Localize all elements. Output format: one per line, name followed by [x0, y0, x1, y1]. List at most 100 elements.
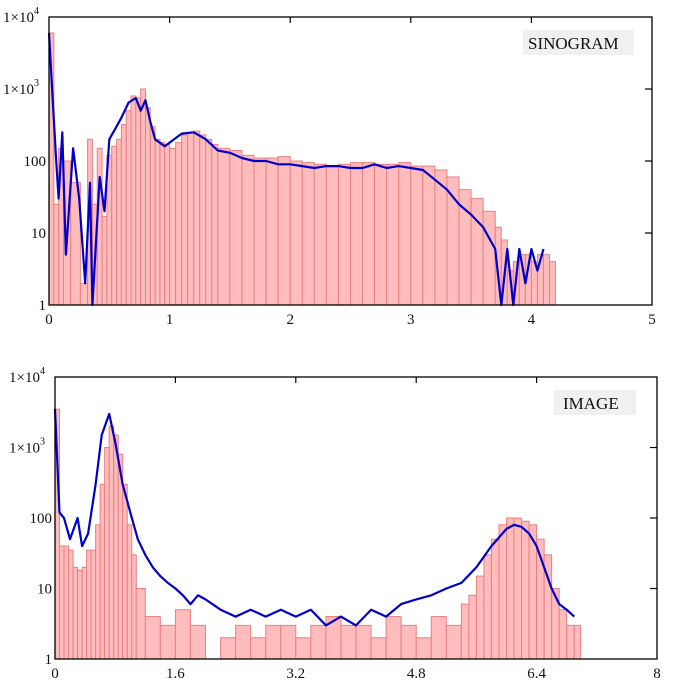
x-tick-label: 6.4 — [527, 666, 546, 682]
y-tick-label: 100 — [24, 154, 47, 170]
histogram-bar — [434, 169, 448, 306]
histogram-bar — [116, 138, 122, 306]
x-tick-label: 3.2 — [286, 666, 305, 682]
histogram-bar — [229, 149, 243, 306]
histogram-bar — [169, 147, 177, 306]
histogram-bar — [126, 524, 133, 660]
y-tick-label: 1 — [39, 298, 47, 314]
image-chart: 0 1.6 3.2 4.8 6.4 8 1 10 100 1×103 1×104 IMAGE — [0, 340, 682, 683]
x-tick-label: 5 — [648, 312, 656, 328]
histogram-bar — [253, 157, 267, 306]
histogram-bar — [374, 163, 388, 306]
histogram-bar — [310, 624, 327, 660]
histogram-bar — [250, 637, 267, 660]
histogram-bar — [265, 624, 282, 660]
x-tick-label: 1.6 — [166, 666, 185, 682]
sinogram-tick-marks — [169, 17, 652, 234]
y-tick-label: 100 — [30, 511, 53, 527]
histogram-bar — [205, 138, 213, 306]
histogram-bar — [104, 447, 110, 660]
histogram-bar — [385, 616, 402, 660]
histogram-bar — [135, 97, 142, 306]
sinogram-x-tick-labels: 0 1 2 3 4 5 — [45, 312, 656, 328]
histogram-bar — [422, 165, 436, 306]
histogram-bar — [189, 624, 206, 660]
histogram-bar — [542, 254, 550, 306]
image-curve — [53, 409, 575, 627]
histogram-bar — [86, 549, 92, 660]
histogram-bar — [460, 603, 470, 660]
histogram-bar — [337, 163, 352, 306]
histogram-bar — [551, 588, 560, 660]
histogram-bar — [521, 520, 530, 660]
sinogram-title: SINOGRAM — [528, 34, 619, 53]
histogram-bar — [386, 163, 400, 306]
histogram-bar — [211, 143, 219, 306]
histogram-bar — [149, 126, 156, 306]
histogram-bar — [548, 261, 556, 306]
image-histogram-bars — [54, 408, 582, 660]
histogram-bar — [101, 215, 108, 306]
histogram-bar — [99, 483, 106, 660]
y-tick-label: 1×104 — [3, 6, 39, 26]
x-tick-label: 4.8 — [407, 666, 426, 682]
histogram-bar — [113, 434, 119, 660]
histogram-bar — [506, 517, 515, 660]
histogram-bar — [77, 570, 83, 660]
sinogram-curve — [47, 32, 545, 307]
histogram-bar — [120, 124, 127, 306]
image-title-badge: IMAGE — [554, 390, 636, 415]
histogram-bar — [164, 143, 171, 306]
histogram-bar — [68, 549, 74, 660]
histogram-bar — [79, 282, 89, 306]
x-tick-label: 1 — [166, 312, 174, 328]
histogram-bar — [125, 110, 132, 306]
x-tick-label: 2 — [286, 312, 294, 328]
y-tick-label: 10 — [31, 226, 46, 242]
histogram-bar — [90, 549, 97, 660]
histogram-bar — [482, 210, 496, 306]
histogram-bar — [174, 609, 191, 660]
histogram-bar — [490, 538, 500, 660]
histogram-bar — [398, 162, 412, 306]
histogram-bar — [144, 107, 151, 306]
histogram-bar — [470, 198, 484, 306]
histogram-bar — [241, 154, 255, 306]
histogram-bar — [313, 163, 327, 306]
x-tick-label: 0 — [45, 312, 53, 328]
histogram-bar — [175, 142, 183, 306]
histogram-bar — [289, 160, 303, 306]
histogram-bar — [301, 162, 315, 306]
histogram-bar — [475, 575, 485, 660]
histogram-bar — [558, 609, 568, 660]
histogram-bar — [63, 545, 70, 660]
histogram-bar — [415, 637, 432, 660]
histogram-bar — [72, 566, 79, 660]
histogram-bar — [513, 517, 523, 660]
histogram-bar — [498, 524, 508, 660]
y-tick-label: 10 — [37, 582, 52, 598]
sinogram-y-tick-labels: 1 10 100 1×103 1×104 — [3, 6, 46, 314]
histogram-bar — [140, 88, 146, 306]
image-y-tick-labels: 1 10 100 1×103 1×104 — [9, 366, 52, 668]
histogram-bar — [400, 624, 417, 660]
histogram-bar — [53, 203, 60, 306]
histogram-bar — [483, 554, 492, 660]
histogram-bar — [573, 624, 582, 660]
histogram-bar — [111, 145, 118, 306]
histogram-bar — [131, 554, 137, 660]
histogram-bar — [95, 524, 101, 660]
y-tick-label: 1×103 — [3, 78, 39, 98]
histogram-bar — [277, 156, 291, 306]
histogram-bar — [181, 134, 189, 306]
x-tick-label: 3 — [407, 312, 415, 328]
histogram-bar — [217, 147, 231, 306]
histogram-bar — [193, 130, 201, 306]
histogram-bar — [362, 162, 376, 306]
y-tick-label: 1×104 — [9, 366, 45, 386]
histogram-bar — [355, 624, 372, 660]
histogram-bar — [445, 624, 462, 660]
sinogram-title-badge: SINOGRAM — [523, 30, 634, 55]
histogram-bar — [370, 637, 387, 660]
